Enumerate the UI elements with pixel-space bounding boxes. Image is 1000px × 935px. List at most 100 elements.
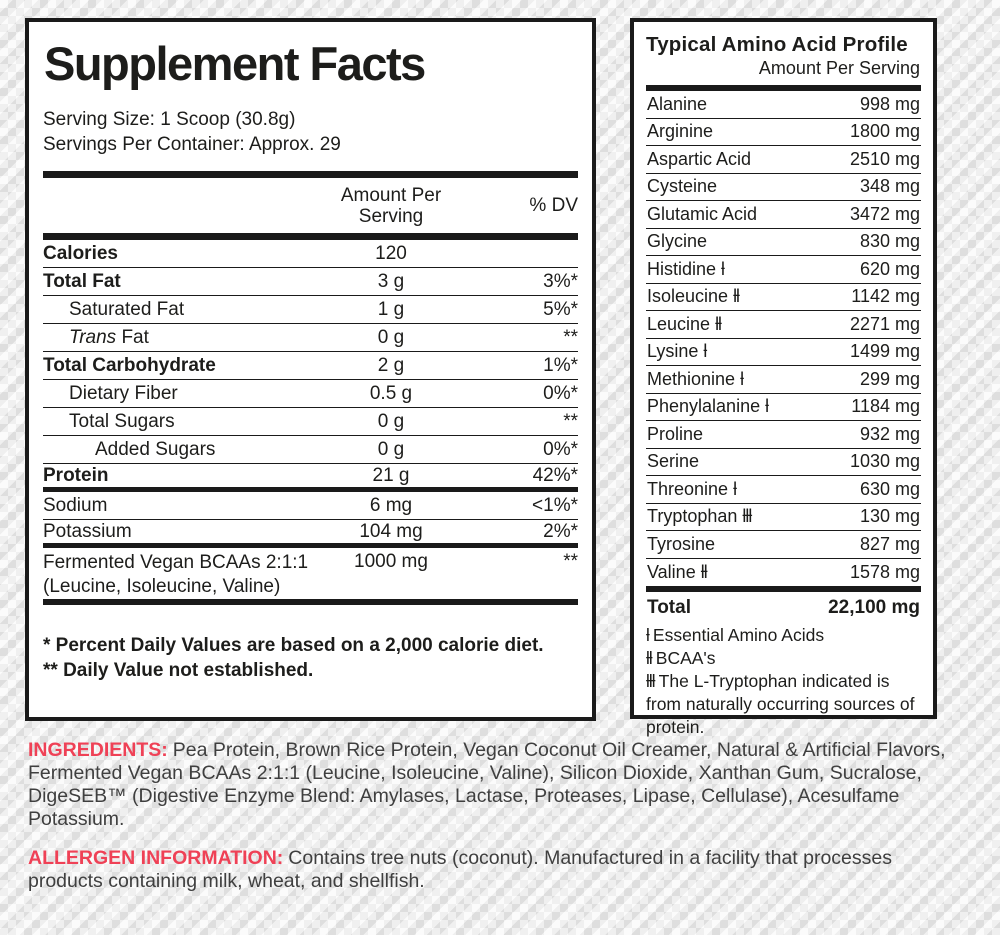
nutrient-dv: 0%* (543, 438, 578, 460)
nutrition-row-protein: Protein 21 g 42%* (43, 464, 578, 492)
amino-amount: 1499 mg (849, 341, 920, 362)
amino-amount: 827 mg (859, 533, 920, 554)
amino-row-cysteine: Cysteine 348 mg (646, 174, 921, 201)
amino-name: Methionine ƚ (647, 368, 744, 390)
amino-row-phenylalanine: Phenylalanine ƚ 1184 mg (646, 394, 921, 421)
bcaa-marker: ƚƚ (646, 648, 653, 668)
nutrient-label: Added Sugars (95, 438, 216, 460)
nutrient-dv: 42%* (532, 464, 578, 486)
amino-amount: 348 mg (859, 176, 920, 197)
nutrition-row-trans-fat: Trans Fat 0 g ** (43, 324, 578, 352)
amino-name: Alanine (647, 94, 707, 115)
essential-marker: ƚ (740, 368, 744, 389)
amino-name-text: Leucine (647, 313, 711, 334)
amount-header-line1: Amount Per (340, 185, 442, 206)
legend-essential-text: Essential Amino Acids (652, 625, 825, 645)
ingredients-label: INGREDIENTS: (28, 739, 168, 761)
nutrient-label: Potassium (43, 520, 132, 542)
nutrient-label: Trans Fat (43, 327, 316, 349)
amino-amount: 2271 mg (849, 313, 920, 334)
amino-name: Glutamic Acid (647, 204, 757, 225)
nutrient-dv: <1%* (532, 494, 578, 516)
amino-name-text: Alanine (647, 93, 708, 114)
nutrient-label: Total Fat (43, 270, 121, 292)
amino-row-methionine: Methionine ƚ 299 mg (646, 366, 921, 394)
nutrition-row-calories: Calories 120 (43, 240, 578, 268)
legend-bcaa: ƚƚ BCAA's (646, 647, 921, 670)
ingredients-paragraph: INGREDIENTS: Pea Protein, Brown Rice Prot… (28, 739, 963, 831)
nutrient-amount: 1000 mg (354, 551, 428, 572)
amino-name: Proline (647, 424, 703, 445)
serving-size: Serving Size: 1 Scoop (30.8g) (43, 109, 296, 130)
amount-header-line2: Serving (358, 206, 424, 227)
amino-name-text: Phenylalanine (647, 396, 761, 417)
amino-row-tryptophan: Tryptophan ƚƚƚ 130 mg (646, 504, 921, 531)
divider-thick (43, 171, 578, 178)
amino-row-aspartic-acid: Aspartic Acid 2510 mg (646, 146, 921, 174)
amino-name-text: Proline (647, 423, 704, 444)
divider-thick (43, 233, 578, 240)
amino-name-text: Aspartic Acid (647, 148, 752, 169)
amino-name: Isoleucine ƚƚ (647, 286, 740, 307)
nutrition-row-total-carbohydrate: Total Carbohydrate 2 g 1%* (43, 352, 578, 380)
nutrition-row-dietary-fiber: Dietary Fiber 0.5 g 0%* (43, 380, 578, 408)
servings-per-container: Servings Per Container: Approx. 29 (43, 134, 341, 155)
divider-thick (646, 586, 921, 592)
essential-marker: ƚ (721, 258, 725, 279)
amino-acid-profile-panel: Typical Amino Acid Profile Amount Per Se… (630, 18, 937, 737)
trans-rest: Fat (116, 326, 149, 348)
amino-name: Glycine (647, 231, 707, 252)
nutrient-dv: ** (563, 326, 578, 348)
footnote-dv-not-established: ** Daily Value not established. (43, 660, 314, 681)
nutrition-row-saturated-fat: Saturated Fat 1 g 5%* (43, 296, 578, 324)
amino-amount: 1800 mg (849, 121, 920, 142)
tryptophan-marker: ƚƚƚ (646, 671, 656, 691)
amino-legend: ƚ Essential Amino Acids ƚƚ BCAA's ƚƚƚ The L… (646, 624, 921, 739)
amino-amount: 3472 mg (849, 203, 920, 224)
nutrient-amount: 21 g (372, 464, 410, 486)
bcaa-marker: ƚƚ (700, 561, 708, 582)
footnote-daily-values: * Percent Daily Values are based on a 2,… (43, 635, 544, 656)
bcaa-label-line2: (Leucine, Isoleucine, Valine) (43, 576, 281, 597)
supplement-facts-panel: Supplement Facts Serving Size: 1 Scoop (… (25, 18, 596, 721)
amino-total-amount: 22,100 mg (828, 596, 920, 618)
amino-name: Aspartic Acid (647, 149, 751, 170)
nutrient-amount: 1 g (377, 298, 405, 320)
amino-row-leucine: Leucine ƚƚ 2271 mg (646, 311, 921, 339)
allergen-paragraph: ALLERGEN INFORMATION: Contains tree nuts … (28, 847, 963, 893)
amino-name: Histidine ƚ (647, 258, 725, 280)
amino-row-isoleucine: Isoleucine ƚƚ 1142 mg (646, 284, 921, 311)
amino-amount: 1142 mg (851, 286, 920, 307)
amino-row-glycine: Glycine 830 mg (646, 229, 921, 256)
nutrient-amount: 3 g (377, 270, 405, 292)
nutrient-dv: ** (563, 410, 578, 432)
amino-amount: 932 mg (859, 423, 920, 444)
amino-row-arginine: Arginine 1800 mg (646, 119, 921, 146)
nutrient-label: Fermented Vegan BCAAs 2:1:1 (Leucine, Is… (43, 551, 316, 599)
amino-name-text: Glutamic Acid (647, 203, 758, 224)
amino-row-glutamic-acid: Glutamic Acid 3472 mg (646, 201, 921, 229)
amino-name-text: Threonine (647, 478, 729, 499)
amino-row-proline: Proline 932 mg (646, 421, 921, 449)
nutrition-row-bcaas: Fermented Vegan BCAAs 2:1:1 (Leucine, Is… (43, 548, 578, 605)
nutrient-amount: 0 g (377, 438, 405, 460)
amino-name: Valine ƚƚ (647, 561, 708, 583)
amino-row-valine: Valine ƚƚ 1578 mg (646, 559, 921, 587)
amino-row-serine: Serine 1030 mg (646, 449, 921, 476)
amino-name-text: Histidine (647, 258, 717, 279)
nutrient-label: Total Sugars (69, 410, 175, 432)
percent-dv-header: % DV (529, 195, 578, 216)
nutrient-amount: 0 g (377, 410, 405, 432)
nutrient-label: Saturated Fat (69, 298, 185, 320)
nutrient-dv: 5%* (543, 298, 578, 320)
amino-name: Lysine ƚ (647, 341, 707, 362)
nutrient-label: Total Carbohydrate (43, 354, 216, 376)
amino-profile-title: Typical Amino Acid Profile (646, 33, 908, 56)
nutrition-row-added-sugars: Added Sugars 0 g 0%* (43, 436, 578, 464)
nutrient-label: Protein (43, 464, 109, 486)
nutrient-dv: 3%* (543, 270, 578, 292)
amino-total-row: Total 22,100 mg (646, 592, 921, 623)
nutrition-header-row: Amount Per Serving % DV (43, 178, 578, 233)
footnotes: * Percent Daily Values are based on a 2,… (43, 633, 578, 683)
bcaa-label-line1: Fermented Vegan BCAAs 2:1:1 (43, 552, 309, 573)
